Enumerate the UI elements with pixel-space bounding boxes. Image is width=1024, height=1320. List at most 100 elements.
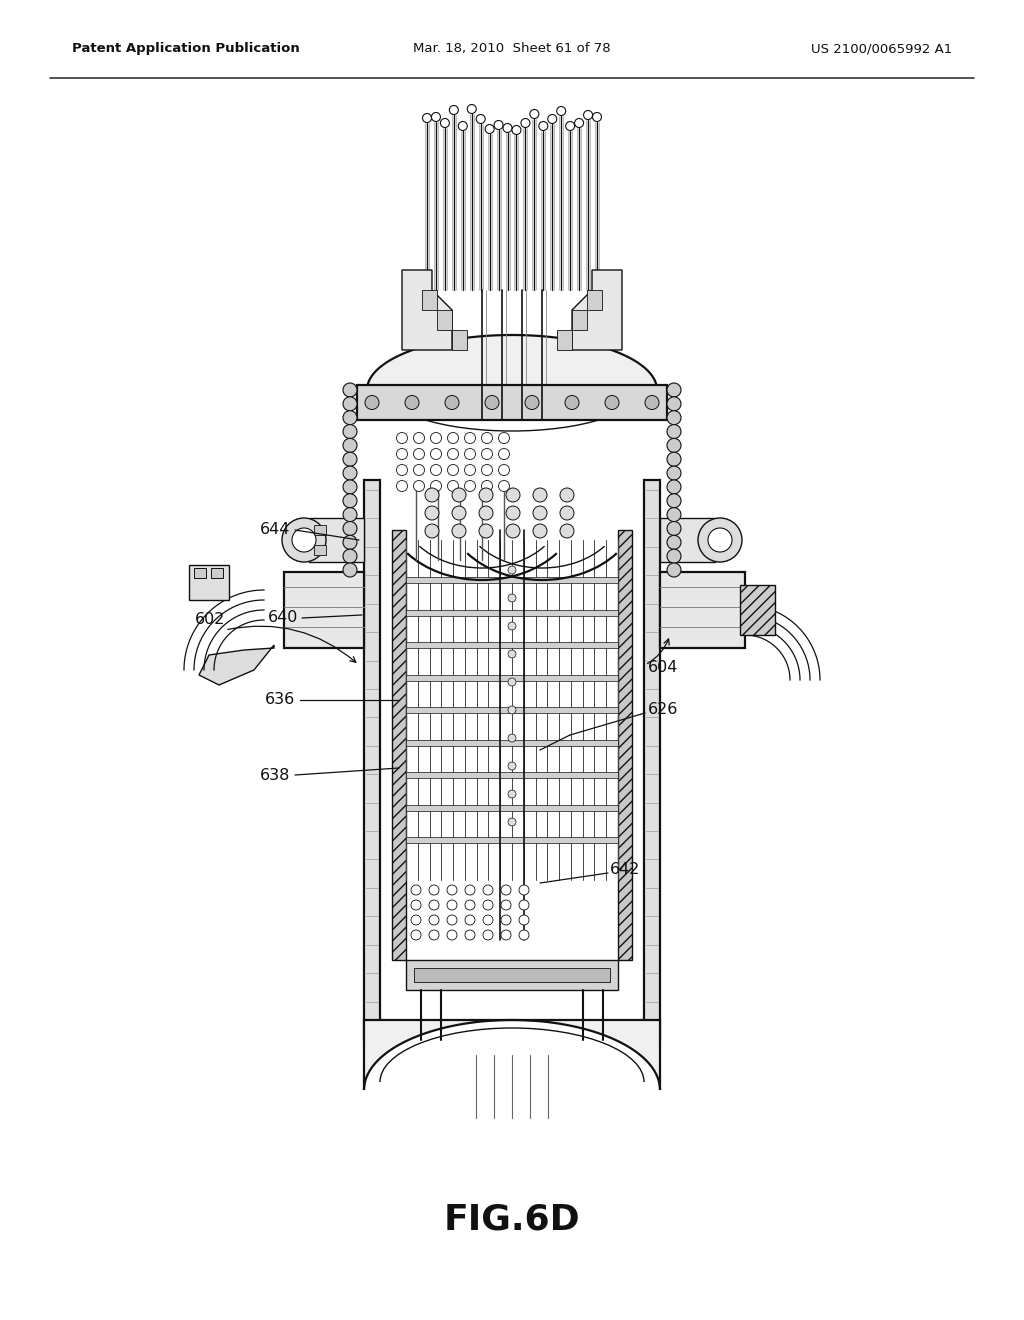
Circle shape: [365, 396, 379, 409]
Circle shape: [479, 524, 493, 539]
Circle shape: [396, 449, 408, 459]
Polygon shape: [364, 1020, 660, 1090]
Polygon shape: [557, 330, 572, 350]
Bar: [406, 739, 618, 746]
Bar: [194, 568, 206, 578]
Circle shape: [483, 915, 493, 925]
Circle shape: [548, 115, 557, 124]
Circle shape: [447, 433, 459, 444]
Bar: [406, 837, 618, 843]
Circle shape: [411, 931, 421, 940]
Circle shape: [593, 112, 601, 121]
Circle shape: [508, 818, 516, 826]
Bar: [392, 531, 406, 960]
Circle shape: [698, 517, 742, 562]
Circle shape: [429, 915, 439, 925]
Circle shape: [343, 453, 357, 466]
Bar: [406, 675, 618, 681]
Circle shape: [667, 411, 681, 425]
Circle shape: [529, 110, 539, 119]
Bar: [660, 517, 715, 562]
Circle shape: [447, 931, 457, 940]
Bar: [406, 577, 618, 583]
Circle shape: [667, 397, 681, 411]
Circle shape: [465, 884, 475, 895]
Circle shape: [519, 931, 529, 940]
Bar: [414, 968, 610, 982]
Circle shape: [508, 622, 516, 630]
Circle shape: [560, 524, 574, 539]
Circle shape: [483, 900, 493, 909]
Circle shape: [282, 517, 326, 562]
Circle shape: [481, 465, 493, 475]
Circle shape: [708, 528, 732, 552]
Circle shape: [396, 465, 408, 475]
Text: 602: 602: [195, 612, 225, 627]
Bar: [406, 804, 618, 810]
Circle shape: [667, 494, 681, 508]
Circle shape: [429, 884, 439, 895]
Circle shape: [450, 106, 459, 115]
Circle shape: [343, 549, 357, 564]
Circle shape: [508, 762, 516, 770]
Circle shape: [508, 706, 516, 714]
Circle shape: [508, 678, 516, 686]
Circle shape: [430, 465, 441, 475]
Circle shape: [465, 900, 475, 909]
Circle shape: [411, 884, 421, 895]
Circle shape: [499, 480, 510, 491]
Circle shape: [501, 931, 511, 940]
Polygon shape: [587, 290, 602, 310]
Circle shape: [485, 396, 499, 409]
Circle shape: [667, 438, 681, 453]
Circle shape: [574, 119, 584, 128]
Circle shape: [292, 528, 316, 552]
Text: 642: 642: [610, 862, 640, 878]
Circle shape: [447, 465, 459, 475]
Text: 640: 640: [268, 610, 298, 626]
Circle shape: [343, 494, 357, 508]
Circle shape: [506, 488, 520, 502]
Circle shape: [501, 884, 511, 895]
Circle shape: [414, 433, 425, 444]
Circle shape: [483, 931, 493, 940]
Circle shape: [465, 465, 475, 475]
Circle shape: [447, 449, 459, 459]
Polygon shape: [572, 271, 622, 350]
Polygon shape: [199, 645, 274, 685]
Circle shape: [465, 433, 475, 444]
Circle shape: [483, 884, 493, 895]
Circle shape: [667, 564, 681, 577]
Bar: [314, 525, 326, 535]
Circle shape: [396, 480, 408, 491]
Circle shape: [452, 524, 466, 539]
Bar: [189, 565, 229, 601]
Circle shape: [481, 480, 493, 491]
Circle shape: [519, 900, 529, 909]
Text: 604: 604: [648, 660, 678, 676]
Circle shape: [667, 466, 681, 480]
Circle shape: [565, 396, 579, 409]
Circle shape: [667, 549, 681, 564]
Circle shape: [406, 396, 419, 409]
Circle shape: [396, 433, 408, 444]
Circle shape: [667, 536, 681, 549]
Text: 626: 626: [648, 702, 678, 718]
Circle shape: [411, 915, 421, 925]
Circle shape: [667, 425, 681, 438]
Circle shape: [414, 465, 425, 475]
Circle shape: [343, 466, 357, 480]
Circle shape: [667, 480, 681, 494]
Circle shape: [414, 480, 425, 491]
Circle shape: [534, 488, 547, 502]
Polygon shape: [437, 310, 452, 330]
Circle shape: [534, 506, 547, 520]
Bar: [644, 480, 660, 1040]
Circle shape: [440, 119, 450, 128]
Circle shape: [447, 884, 457, 895]
Text: 636: 636: [265, 693, 295, 708]
Circle shape: [667, 453, 681, 466]
Circle shape: [508, 649, 516, 657]
Circle shape: [445, 396, 459, 409]
Circle shape: [425, 488, 439, 502]
